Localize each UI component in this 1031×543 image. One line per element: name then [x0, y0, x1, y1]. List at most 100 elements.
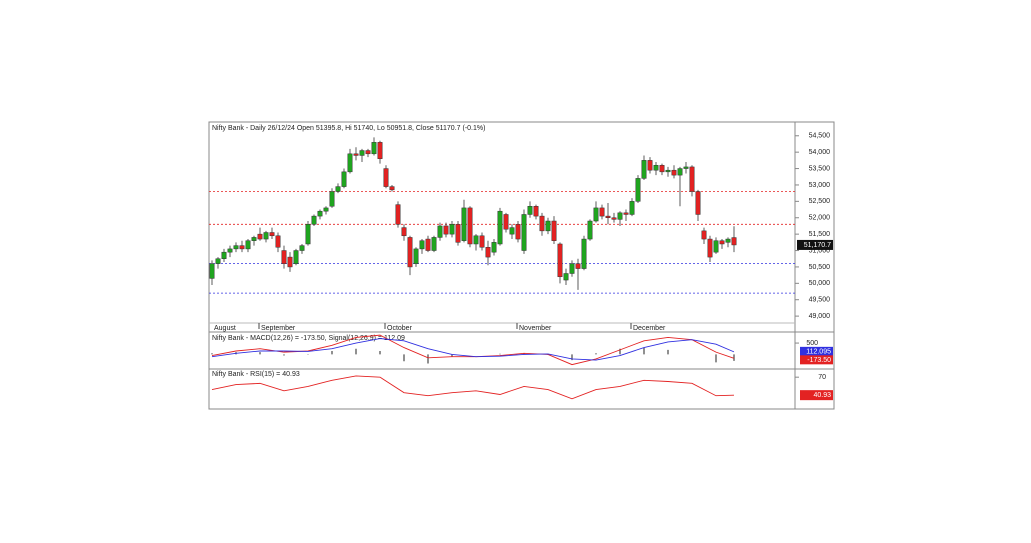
candle-body — [317, 210, 323, 217]
candle-body — [329, 191, 335, 207]
candle-body — [263, 232, 269, 240]
candle-body — [575, 263, 581, 269]
x-tick-label: December — [633, 325, 666, 332]
chart-title: Nifty Bank - Daily 26/12/24 Open 51395.8… — [212, 125, 485, 132]
candle-body — [287, 256, 293, 268]
x-tick-label: August — [214, 325, 236, 332]
candle-body — [611, 217, 617, 220]
y-tick-label: 500 — [806, 340, 818, 347]
candle-body — [671, 169, 677, 176]
candle-body — [533, 206, 539, 217]
y-tick-label: 51,500 — [809, 231, 831, 238]
candle-body — [653, 165, 659, 171]
candle-body — [713, 240, 719, 253]
candle-body — [557, 243, 563, 278]
candle-body — [269, 232, 275, 237]
rsi-box — [800, 390, 833, 401]
candle-body — [509, 227, 515, 235]
candle-body — [605, 215, 611, 218]
candle-body — [359, 150, 365, 156]
candle-body — [629, 201, 635, 215]
frame — [208, 121, 835, 410]
candle-body — [323, 207, 329, 212]
y-tick-label: 50,500 — [809, 264, 831, 271]
candle-body — [455, 224, 461, 243]
macd-label: -173.50 — [807, 357, 831, 364]
candle-body — [461, 207, 467, 241]
candle-body — [467, 207, 473, 245]
candle-body — [377, 142, 383, 159]
y-tick-label: 52,000 — [809, 215, 831, 222]
candle-body — [365, 150, 371, 155]
macd-title: Nifty Bank - MACD(12,26) = -173.50, Sign… — [212, 335, 405, 342]
macd-box — [800, 355, 833, 365]
candle-body — [539, 215, 545, 232]
candle-body — [569, 263, 575, 274]
y-tick-label: 50,000 — [809, 280, 831, 287]
candle-body — [449, 224, 455, 235]
candle-body — [647, 160, 653, 171]
candle-body — [689, 166, 695, 192]
candle-body — [347, 153, 353, 173]
candle-body — [221, 251, 227, 259]
rsi-line — [211, 375, 735, 400]
candle-body — [383, 168, 389, 187]
candle-body — [299, 245, 305, 251]
candle-body — [251, 237, 257, 241]
candle-body — [635, 178, 641, 202]
candle-body — [677, 168, 683, 176]
candle-body — [623, 212, 629, 215]
x-tick-label: November — [519, 325, 552, 332]
signal-label: 112.095 — [806, 349, 831, 356]
candle-body — [341, 171, 347, 187]
candle-body — [719, 240, 725, 245]
candle-body — [701, 230, 707, 240]
candle-body — [245, 240, 251, 250]
candle-body — [725, 238, 731, 243]
candle-body — [527, 206, 533, 215]
last-price-label: 51,170.7 — [804, 242, 831, 249]
candle-body — [395, 204, 401, 225]
candle-body — [443, 225, 449, 235]
y-tick-label: 54,000 — [809, 149, 831, 156]
candle-body — [425, 238, 431, 251]
candle-body — [521, 214, 527, 251]
candle-body — [659, 165, 665, 173]
rsi-title: Nifty Bank - RSI(15) = 40.93 — [212, 371, 300, 378]
candle-body — [515, 224, 521, 240]
candle-body — [389, 186, 395, 191]
y-tick-label: 53,500 — [809, 165, 831, 172]
candle-body — [227, 248, 233, 253]
candle-body — [335, 186, 341, 192]
signal-box — [800, 346, 833, 357]
y-tick-label: 52,500 — [809, 198, 831, 205]
candle-body — [473, 235, 479, 245]
y-tick-label: 53,000 — [809, 182, 831, 189]
candle-body — [587, 220, 593, 240]
candle-body — [401, 227, 407, 237]
candle-body — [311, 215, 317, 225]
candle-body — [503, 214, 509, 230]
candle-body — [371, 142, 377, 155]
y-tick-label: 49,000 — [809, 313, 831, 320]
y-tick-label: 54,500 — [809, 133, 831, 140]
candle-body — [683, 166, 689, 169]
macd-line — [211, 338, 735, 361]
candle-body — [563, 273, 569, 281]
candle-body — [209, 263, 215, 279]
y-tick-label: 70 — [818, 374, 826, 381]
last-price-box — [797, 239, 833, 250]
candle-body — [545, 220, 551, 232]
x-tick-label: September — [261, 325, 296, 332]
y-tick-label: 49,500 — [809, 297, 831, 304]
candle-body — [431, 237, 437, 251]
rsi-label: 40.93 — [813, 392, 831, 399]
candle-body — [479, 235, 485, 248]
candle-body — [353, 153, 359, 156]
x-tick-label: October — [387, 325, 413, 332]
candle-body — [257, 233, 263, 240]
candle-body — [593, 207, 599, 222]
candle-body — [731, 237, 737, 246]
candle-body — [551, 220, 557, 241]
candle-body — [491, 242, 497, 253]
